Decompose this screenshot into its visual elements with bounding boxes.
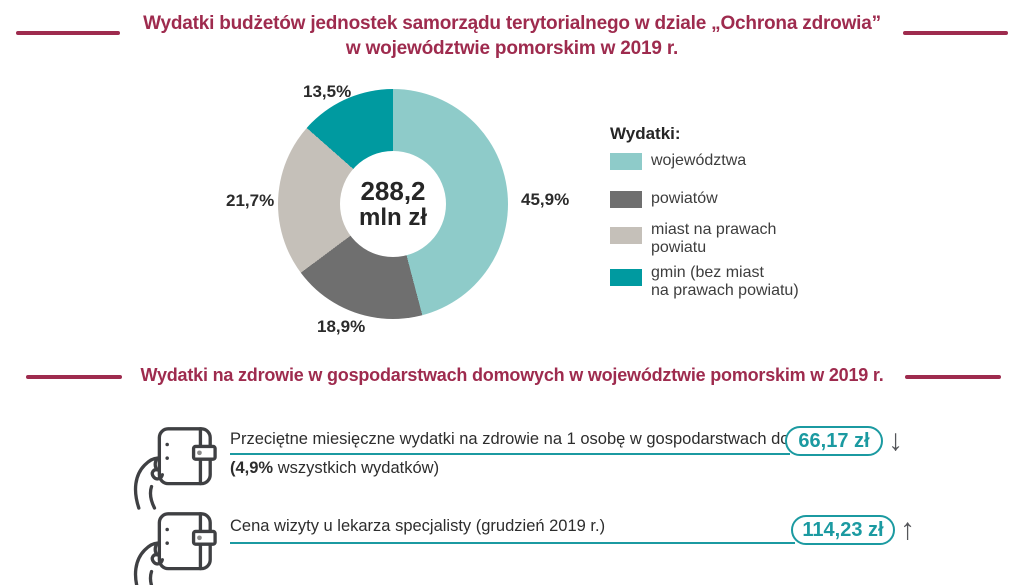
slice-label-miast: 21,7% [226, 191, 275, 210]
row1-value-badge: 66,17 zł [785, 426, 883, 456]
row2-text: Cena wizyty u lekarza specjalisty (grudz… [230, 517, 606, 535]
slice-label-gmin: 13,5% [303, 82, 352, 101]
page-title-line1: Wydatki budżetów jednostek samorządu ter… [143, 13, 881, 34]
row1-subtext: (4,9% wszystkich wydatków) [230, 459, 439, 478]
slice-label-wojewodztwa: 45,9% [521, 190, 570, 209]
legend-swatch-gmin [610, 269, 642, 286]
section2-title: Wydatki na zdrowie w gospodarstwach domo… [140, 365, 884, 385]
row2-underline [230, 542, 795, 544]
row2-value-badge: 114,23 zł [791, 515, 895, 545]
donut-center-value: 288,2 [360, 175, 426, 206]
row1-underline [230, 453, 790, 455]
legend-swatch-miast [610, 227, 642, 244]
legend-label-gmin: gmin (bez miast na prawach powiatu) [651, 264, 799, 300]
row1-subtext-bold: (4,9% [230, 459, 274, 477]
row1-text: Przeciętne miesięczne wydatki na zdrowie… [230, 430, 850, 448]
section2-rule-left [26, 375, 122, 379]
donut-center-unit: mln zł [358, 204, 427, 232]
legend-swatch-wojewodztwa [610, 153, 642, 170]
arrow-down-icon: ↓ [888, 424, 903, 457]
legend-label-miast: miast na prawach powiatu [651, 221, 777, 257]
page-title-line2: w województwie pomorskim w 2019 r. [345, 38, 679, 59]
arrow-up-icon: ↑ [900, 513, 915, 546]
wallet-in-hand-icon [133, 427, 217, 510]
legend-label-powiatow: powiatów [651, 190, 718, 207]
legend-swatch-powiatow [610, 191, 642, 208]
wallet-in-hand-icon [133, 512, 217, 585]
section2-rule-right [905, 375, 1001, 379]
slice-label-powiatow: 18,9% [317, 317, 366, 336]
title-rule-right [903, 31, 1008, 35]
legend-title: Wydatki: [610, 124, 681, 143]
title-rule-left [16, 31, 120, 35]
legend-label-wojewodztwa: województwa [651, 152, 747, 169]
donut-center: 288,2 mln zł [340, 151, 446, 257]
donut-ring: 288,2 mln zł [278, 89, 508, 319]
row1-subtext-rest: wszystkich wydatków) [273, 459, 440, 477]
